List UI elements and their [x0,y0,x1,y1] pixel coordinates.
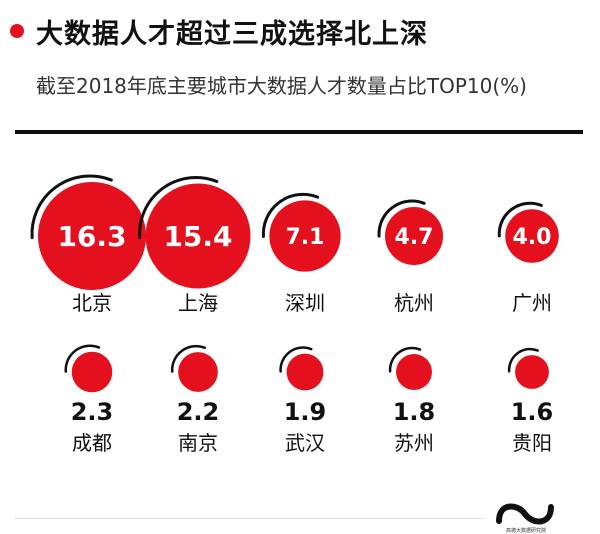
bubble-shadow-arc [497,201,543,238]
bubble-杭州 [385,207,443,265]
bubble-成都 [71,351,113,393]
value-label: 1.6 [511,398,554,426]
logo-text: 高德大数据研究院 [505,528,546,534]
bubble-shadow-arc [64,344,101,373]
value-label: 4.7 [395,225,434,250]
bubble-shadow-arc [261,192,320,238]
value-label: 16.3 [57,220,126,253]
bubble-上海 [145,183,251,289]
bubble-贵阳 [515,355,549,389]
category-label: 苏州 [394,431,434,455]
category-label: 杭州 [394,291,434,315]
category-label: 武汉 [285,431,325,455]
category-label: 南京 [178,431,218,455]
bubble-深圳 [269,200,341,272]
category-label: 上海 [178,291,218,315]
value-label: 2.2 [177,398,220,426]
bubble-shadow-arc [30,174,113,240]
header-divider [15,130,583,134]
category-label: 成都 [72,431,112,455]
page-subtitle: 截至2018年底主要城市大数据人才数量占比TOP10(%) [36,74,527,98]
category-label: 北京 [72,291,112,315]
category-label: 广州 [512,291,552,315]
value-label: 1.9 [284,398,327,426]
bubble-shadow-arc [507,347,539,373]
footer-divider [15,518,485,519]
bubble-shadow-arc [377,199,426,238]
bubble-shadow-arc [388,346,422,373]
bubble-广州 [505,209,559,263]
bubble-南京 [178,352,218,392]
bubble-苏州 [396,354,432,390]
value-label: 1.8 [393,398,436,426]
bubble-shadow-arc [279,346,313,373]
bubble-武汉 [286,353,324,391]
value-label: 4.0 [513,225,552,250]
bubble-shadow-arc [170,344,207,373]
bubble-shadow-arc [138,176,219,240]
category-label: 贵阳 [512,431,552,455]
page-title: 大数据人才超过三成选择北上深 [36,19,428,50]
infinity-logo-icon [496,503,554,525]
category-label: 深圳 [285,291,325,315]
value-label: 15.4 [163,220,232,253]
title-bullet-dot [10,24,24,38]
bubble-北京 [38,182,146,290]
value-label: 2.3 [71,398,114,426]
value-label: 7.1 [286,225,325,250]
